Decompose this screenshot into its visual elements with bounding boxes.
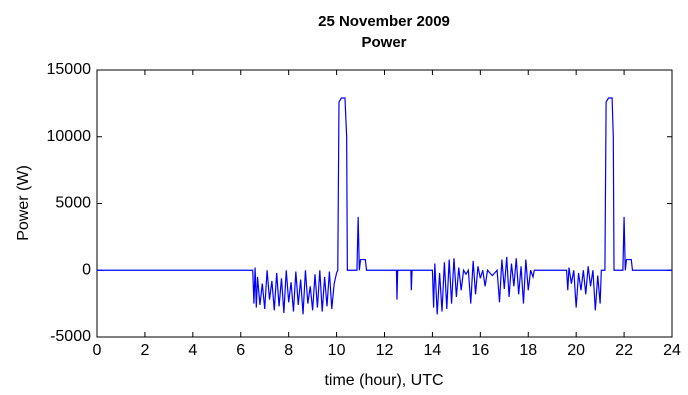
x-tick-label: 10 xyxy=(328,342,346,359)
y-tick-label: 15000 xyxy=(47,61,92,78)
x-tick-label: 12 xyxy=(376,342,394,359)
x-tick-label: 2 xyxy=(140,342,149,359)
x-axis-label: time (hour), UTC xyxy=(324,372,443,389)
chart-title: 25 November 2009 xyxy=(318,13,450,30)
x-tick-label: 18 xyxy=(519,342,537,359)
y-tick-label: -5000 xyxy=(50,328,91,345)
y-tick-label: 10000 xyxy=(47,128,92,145)
x-tick-label: 16 xyxy=(471,342,489,359)
chart-subtitle: Power xyxy=(361,34,406,51)
x-tick-label: 20 xyxy=(567,342,585,359)
x-tick-label: 24 xyxy=(663,342,681,359)
x-tick-label: 22 xyxy=(615,342,633,359)
y-tick-label: 5000 xyxy=(55,195,91,212)
x-tick-label: 8 xyxy=(284,342,293,359)
x-tick-label: 0 xyxy=(93,342,102,359)
data-line xyxy=(97,97,672,315)
x-tick-label: 14 xyxy=(424,342,442,359)
y-tick-label: 0 xyxy=(82,261,91,278)
axes-box xyxy=(96,69,673,338)
y-axis-label: Power (W) xyxy=(15,165,32,241)
x-tick-label: 4 xyxy=(188,342,197,359)
x-tick-label: 6 xyxy=(236,342,245,359)
